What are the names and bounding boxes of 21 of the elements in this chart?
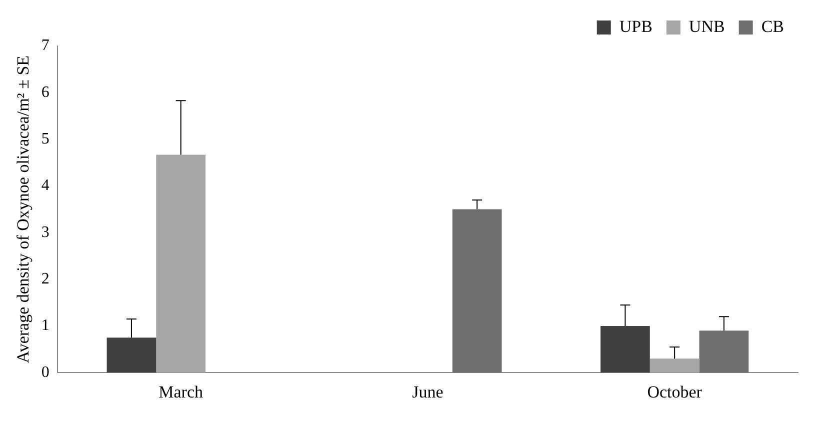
x-tick-label: March	[158, 382, 204, 402]
y-tick-label: 5	[41, 130, 50, 148]
bar	[600, 326, 650, 373]
y-tick-label: 3	[41, 224, 50, 241]
y-tick-label: 7	[41, 37, 50, 54]
y-tick-label: 6	[41, 84, 50, 101]
legend-label: CB	[761, 16, 784, 36]
bar	[156, 154, 206, 373]
y-tick-label: 4	[41, 177, 50, 194]
y-tick-label: 2	[41, 270, 50, 288]
bar	[699, 330, 749, 373]
legend-label: UNB	[688, 16, 725, 36]
bar	[106, 338, 156, 373]
y-tick-label: 0	[41, 364, 50, 381]
x-tick-label: June	[412, 382, 444, 402]
bar	[650, 358, 700, 373]
y-axis-title: Average density of Oxynoe olivacea/m² ± SE	[14, 55, 33, 364]
x-tick-label: October	[647, 382, 702, 402]
legend-label: UPB	[619, 16, 652, 36]
bar	[452, 209, 502, 373]
y-tick-label: 1	[41, 317, 50, 334]
